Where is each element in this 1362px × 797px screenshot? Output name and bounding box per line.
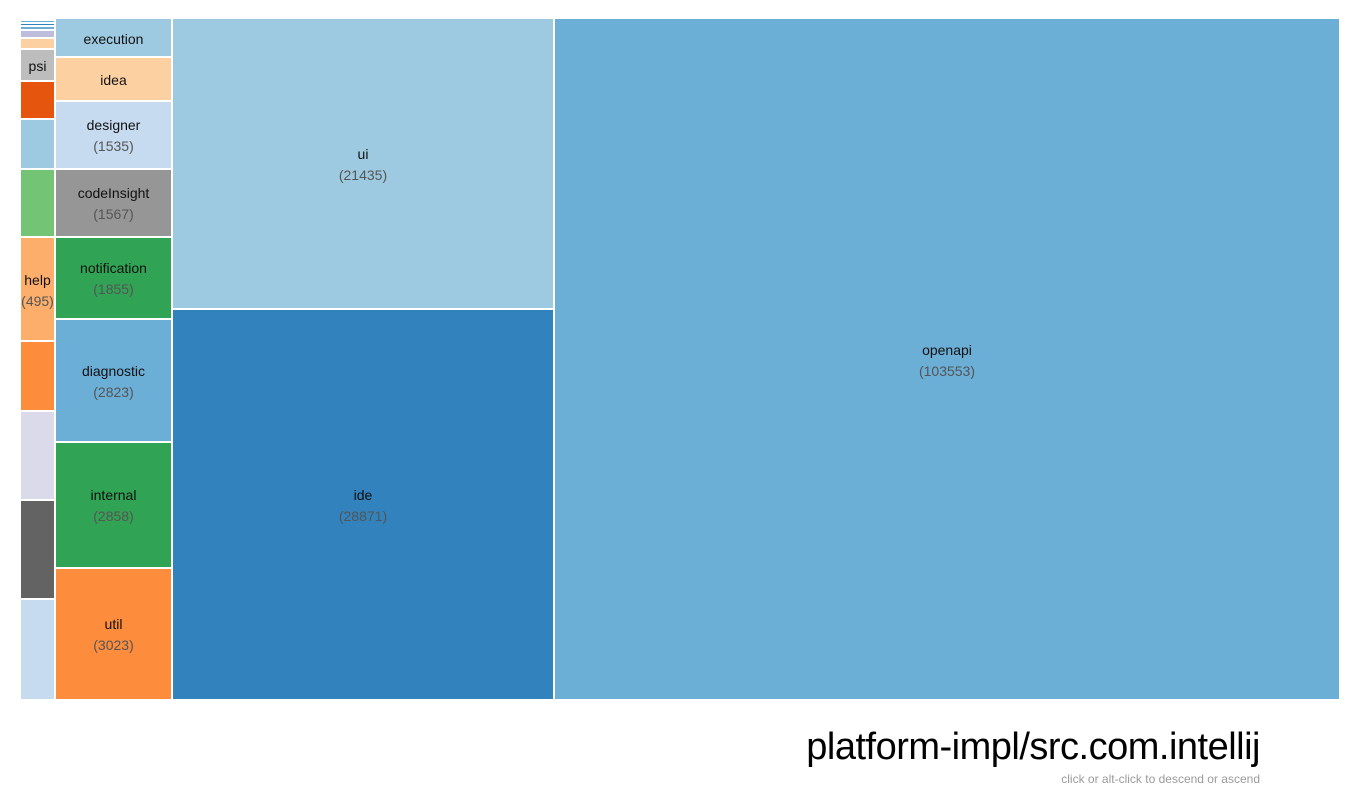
cell-label: internal (2858) [56,487,171,524]
treemap-cell[interactable] [20,20,55,23]
treemap-cell[interactable] [20,341,55,411]
treemap-cell-notification[interactable]: notification (1855) [55,237,172,319]
treemap-cell-idea[interactable]: idea [55,57,172,102]
cell-value: (28871) [338,507,388,524]
treemap-cell-ui[interactable]: ui (21435) [172,18,554,309]
cell-value: (495) [21,292,54,309]
treemap-cell-psi[interactable]: psi [20,49,55,81]
cell-label: codeInsight (1567) [56,185,171,222]
treemap-cell[interactable] [20,598,55,700]
cell-value: (1535) [93,138,134,155]
treemap-cell-internal[interactable]: internal (2858) [55,442,172,568]
treemap-cell[interactable] [20,410,55,500]
treemap-chart: openapi (103553) ide (28871) ui (21435) util (3… [20,18,1340,700]
cell-name: notification [80,260,147,277]
cell-label: help (495) [21,272,54,309]
treemap-cell-designer[interactable]: designer (1535) [55,101,172,169]
treemap-cell[interactable] [20,118,55,170]
treemap-cell[interactable] [20,38,55,49]
treemap-cell-openapi[interactable]: openapi (103553) [554,18,1340,700]
treemap-cell-help[interactable]: help (495) [20,236,55,342]
cell-name: execution [83,30,144,47]
cell-label: diagnostic (2823) [56,363,171,400]
cell-value: (2823) [93,383,134,400]
cell-name: psi [28,57,47,74]
cell-value: (3023) [93,637,134,654]
cell-label: idea [56,72,171,88]
cell-name: help [24,271,51,288]
treemap-cell[interactable] [20,25,55,31]
treemap-cell-util[interactable]: util (3023) [55,567,172,700]
cell-label: util (3023) [56,616,171,653]
cell-name: codeInsight [77,185,150,202]
chart-title: platform-impl/src.com.intellij [806,726,1260,768]
cell-value: (103553) [918,362,976,379]
treemap-cell[interactable] [20,22,55,26]
cell-label: psi [21,58,54,74]
treemap-cell-diagnostic[interactable]: diagnostic (2823) [55,318,172,443]
cell-name: internal [90,487,137,504]
treemap-cell[interactable] [20,30,55,39]
cell-label: ide (28871) [173,487,553,524]
treemap-cell-execution[interactable]: execution [55,18,172,58]
chart-subtitle: click or alt-click to descend or ascend [1061,772,1260,786]
cell-label: designer (1535) [56,117,171,154]
cell-name: ui [357,145,369,162]
treemap-cell[interactable] [20,499,55,599]
cell-value: (21435) [338,166,388,183]
cell-value: (2858) [93,508,134,525]
treemap-cell-ide[interactable]: ide (28871) [172,308,554,700]
cell-name: util [104,616,123,633]
cell-label: ui (21435) [173,146,553,183]
treemap-cell[interactable] [20,18,55,21]
cell-name: diagnostic [81,362,146,379]
treemap-cell-codeinsight[interactable]: codeInsight (1567) [55,168,172,238]
treemap-cell[interactable] [20,169,55,237]
treemap-cell[interactable] [20,80,55,119]
cell-value: (1567) [93,206,134,223]
cell-name: designer [86,117,141,134]
cell-label: notification (1855) [56,260,171,297]
cell-name: idea [100,72,127,89]
cell-name: ide [353,486,373,503]
cell-value: (1855) [93,281,134,298]
cell-label: execution [56,31,171,47]
cell-label: openapi (103553) [555,342,1339,379]
cell-name: openapi [922,341,972,358]
